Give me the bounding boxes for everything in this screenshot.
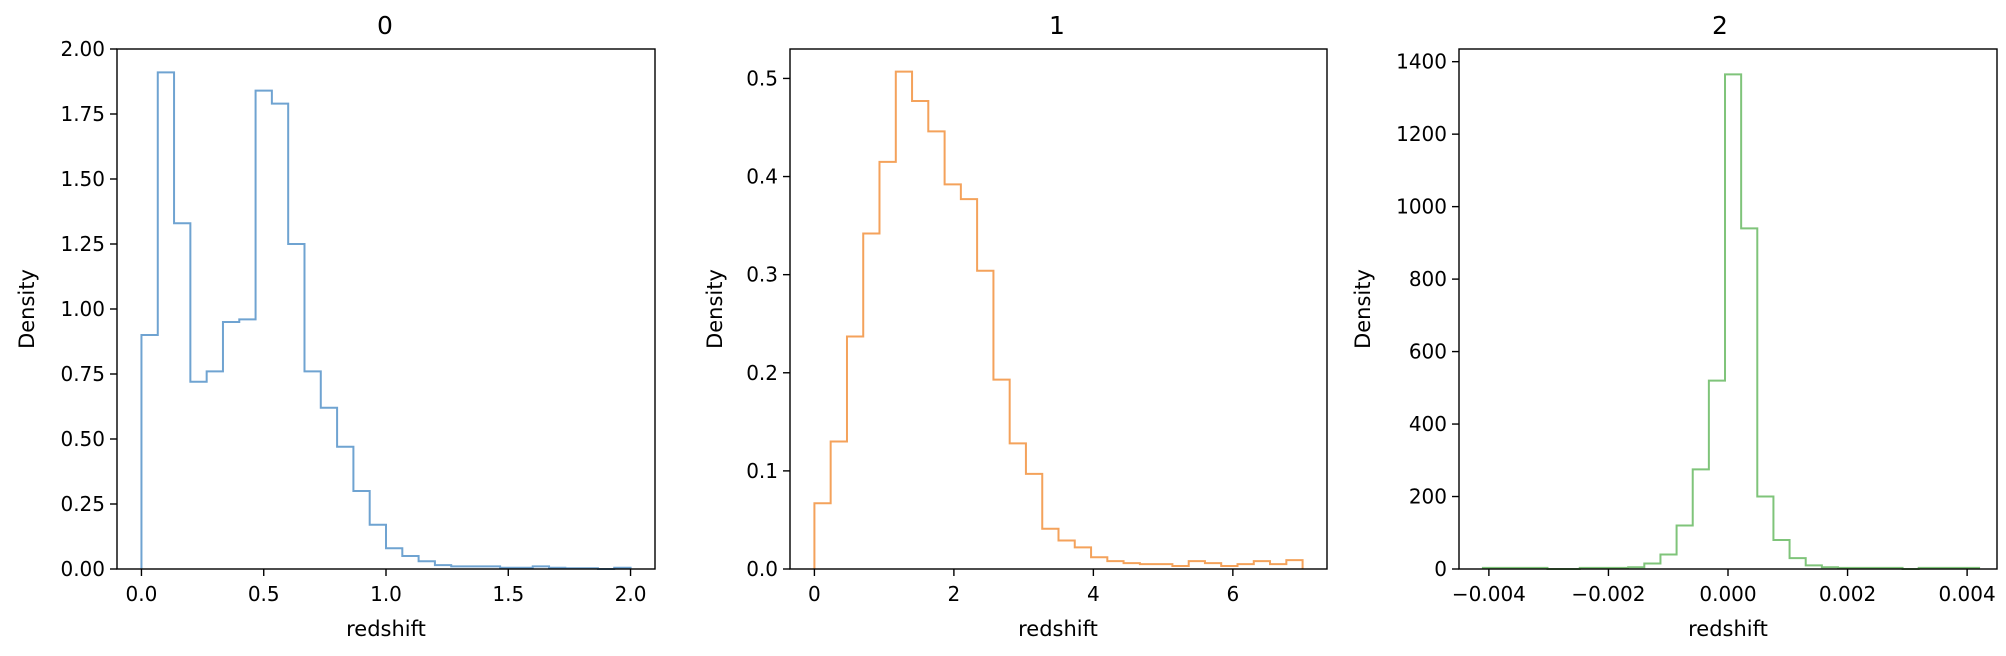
y-tick-label: 1400 (1396, 50, 1447, 74)
panel-title: 2 (1712, 11, 1728, 40)
panel-title: 1 (1049, 11, 1065, 40)
y-tick-label: 0 (1434, 557, 1447, 581)
y-tick-label: 600 (1409, 340, 1447, 364)
panel-title: 0 (377, 11, 393, 40)
histogram-panel-2: 2 −0.004 −0.002 0.000 0.002 0.004 0 200 400 600… (1351, 11, 1998, 641)
x-tick-label: 0.0 (126, 582, 158, 606)
y-axis-label: Density (1351, 269, 1375, 349)
histogram-step-line (1481, 73, 1981, 570)
x-tick-label: 4 (1087, 582, 1100, 606)
plot-area-frame (789, 48, 1328, 570)
x-tick-label: 0.002 (1819, 582, 1876, 606)
x-tick-label: 0.004 (1938, 582, 1995, 606)
y-tick-label: 2.00 (60, 37, 105, 61)
y-axis: 0.0 0.1 0.2 0.3 0.4 0.5 (746, 66, 790, 581)
y-tick-label: 200 (1409, 485, 1447, 509)
x-tick-label: 0.000 (1699, 582, 1756, 606)
x-axis: −0.004 −0.002 0.000 0.002 0.004 (1452, 569, 1996, 606)
x-tick-label: 2 (948, 582, 961, 606)
y-tick-label: 1.25 (60, 232, 105, 256)
x-tick-label: 0.5 (248, 582, 280, 606)
plot-area-frame (1458, 48, 1998, 570)
x-axis-label: redshift (1688, 617, 1768, 641)
y-tick-label: 1.75 (60, 102, 105, 126)
y-tick-label: 0.4 (746, 165, 778, 189)
x-tick-label: 6 (1226, 582, 1239, 606)
x-tick-label: 0 (808, 582, 821, 606)
x-tick-label: 2.0 (615, 582, 647, 606)
x-tick-label: −0.002 (1571, 582, 1645, 606)
y-tick-label: 0.2 (746, 361, 778, 385)
x-tick-label: 1.5 (492, 582, 524, 606)
y-tick-label: 800 (1409, 267, 1447, 291)
x-tick-label: 1.0 (370, 582, 402, 606)
y-tick-label: 1000 (1396, 195, 1447, 219)
y-axis-label: Density (703, 269, 727, 349)
histogram-panel-1: 1 0 2 4 6 0.0 0.1 0.2 0.3 0.4 0.5 redshift Densi… (703, 11, 1328, 641)
y-tick-label: 1.00 (60, 297, 105, 321)
x-axis-label: redshift (1018, 617, 1098, 641)
y-tick-label: 0.0 (746, 557, 778, 581)
x-tick-label: −0.004 (1452, 582, 1526, 606)
plot-area-frame (116, 48, 656, 570)
y-tick-label: 0.3 (746, 263, 778, 287)
histogram-step-line (140, 71, 632, 570)
x-axis-label: redshift (346, 617, 426, 641)
y-tick-label: 0.50 (60, 427, 105, 451)
y-tick-label: 400 (1409, 412, 1447, 436)
y-axis-label: Density (15, 269, 39, 349)
y-tick-label: 1200 (1396, 122, 1447, 146)
histogram-panel-0: 0 0.0 0.5 1.0 1.5 2.0 0.00 0.25 0.50 0.75 1.00 1.… (15, 11, 656, 641)
y-tick-label: 0.75 (60, 362, 105, 386)
y-tick-label: 1.50 (60, 167, 105, 191)
y-tick-label: 0.00 (60, 557, 105, 581)
y-tick-label: 0.1 (746, 459, 778, 483)
x-axis: 0 2 4 6 (808, 569, 1239, 606)
y-tick-label: 0.25 (60, 492, 105, 516)
y-axis: 0 200 400 600 800 1000 1200 1400 (1396, 50, 1459, 581)
y-axis: 0.00 0.25 0.50 0.75 1.00 1.25 1.50 1.75 2.00 (60, 37, 117, 581)
histogram-step-line (813, 70, 1304, 569)
y-tick-label: 0.5 (746, 66, 778, 90)
x-axis: 0.0 0.5 1.0 1.5 2.0 (126, 569, 647, 606)
